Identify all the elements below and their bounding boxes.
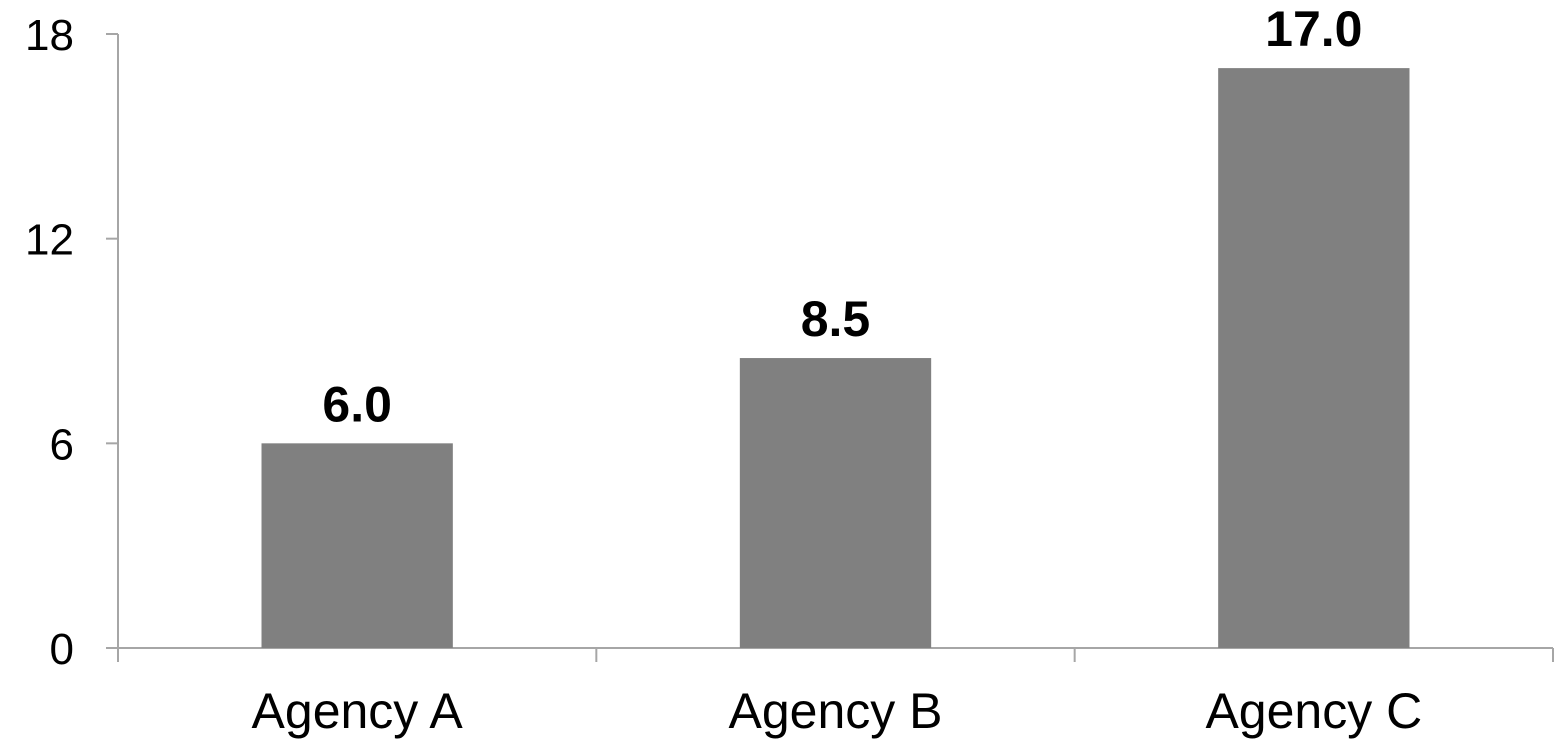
y-tick-label: 6 (50, 420, 74, 469)
x-category-label: Agency C (1205, 683, 1422, 739)
x-category-label: Agency A (252, 683, 464, 739)
bars (261, 68, 1410, 649)
y-tick-label: 0 (50, 625, 74, 674)
y-tick-label: 12 (25, 216, 74, 265)
bar-value-label: 6.0 (322, 376, 392, 432)
x-category-label: Agency B (728, 683, 942, 739)
bar-value-label: 8.5 (801, 291, 871, 347)
bar (739, 358, 932, 648)
bar (1218, 68, 1410, 649)
y-axis: 0 6 12 18 (25, 11, 119, 674)
bar (261, 443, 453, 648)
data-labels: 6.0 8.5 17.0 (322, 1, 1362, 432)
bar-value-label: 17.0 (1265, 1, 1362, 57)
y-tick-label: 18 (25, 11, 74, 60)
x-axis: Agency A Agency B Agency C (117, 647, 1554, 739)
